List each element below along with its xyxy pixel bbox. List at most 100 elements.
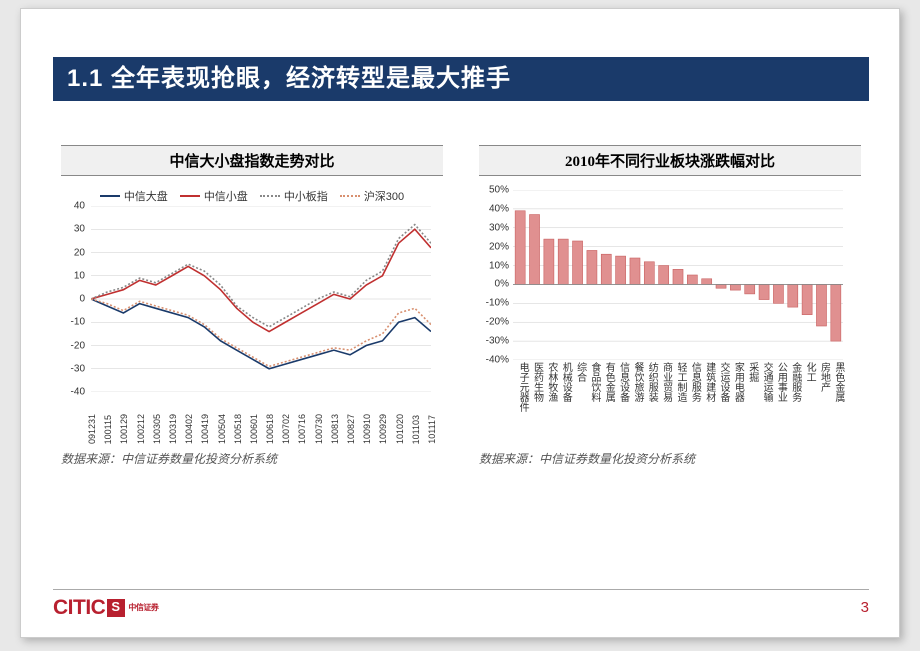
legend-swatch — [100, 195, 120, 197]
x-tick: 商业贸易 — [659, 362, 674, 402]
footer: CITIC 中信证券 3 — [53, 589, 869, 619]
x-tick: 交通运输 — [759, 362, 774, 402]
y-tick: -20 — [71, 340, 85, 351]
logo: CITIC 中信证券 — [53, 596, 158, 620]
legend-label: 中小板指 — [284, 188, 328, 204]
line-chart-area: 中信大盘中信小盘中小板指沪深300 -40-30-20-10010203040 … — [61, 184, 443, 444]
slide-title: 1.1 全年表现抢眼，经济转型是最大推手 — [53, 57, 869, 101]
x-tick: 黑色金属 — [831, 362, 846, 402]
y-tick: -20% — [486, 317, 509, 328]
legend-item: 中信小盘 — [180, 188, 248, 204]
x-tick: 信息服务 — [687, 362, 702, 402]
y-tick: 0 — [79, 294, 85, 305]
legend-swatch — [260, 195, 280, 197]
bar-chart-svg — [513, 190, 843, 360]
x-tick: 医药生物 — [530, 362, 545, 402]
line-chart-svg — [91, 206, 431, 392]
y-tick: -30 — [71, 363, 85, 374]
y-tick: 40 — [74, 201, 85, 212]
y-tick: 40% — [489, 203, 509, 214]
y-tick: 50% — [489, 185, 509, 196]
logo-mark-icon — [107, 599, 125, 617]
y-tick: -40 — [71, 387, 85, 398]
x-tick: 100910 — [362, 414, 372, 444]
x-tick: 100129 — [119, 414, 129, 444]
x-tick: 金融服务 — [788, 362, 803, 402]
x-tick: 101117 — [427, 415, 437, 444]
line-chart: 中信大小盘指数走势对比 中信大盘 中信小盘 中小板指 沪深300 -40 -30 -20 -… — [61, 145, 443, 465]
y-tick: -30% — [486, 336, 509, 347]
legend-item: 沪深300 — [340, 188, 404, 204]
charts-row: 中信大小盘指数走势对比 中信大盘 中信小盘 中小板指 沪深300 -40 -30 -20 -… — [61, 145, 861, 465]
bar-chart-y-axis: -40%-30%-20%-10%0%10%20%30%40%50% — [479, 190, 511, 360]
bar-chart-title: 2010年不同行业板块涨跌幅对比 — [479, 145, 861, 176]
x-tick: 100305 — [152, 414, 162, 444]
x-tick: 100827 — [346, 414, 356, 444]
x-tick: 091231 — [87, 414, 97, 444]
x-tick: 100115 — [103, 415, 113, 444]
y-tick: 30 — [74, 224, 85, 235]
x-tick: 100212 — [136, 414, 146, 444]
y-tick: 10 — [74, 270, 85, 281]
legend-swatch — [340, 195, 360, 197]
x-tick: 农林牧渔 — [544, 362, 559, 402]
y-tick: 0% — [495, 279, 509, 290]
logo-text: CITIC — [53, 596, 105, 620]
line-chart-y-axis: -40-30-20-10010203040 — [61, 206, 87, 392]
x-tick: 100702 — [281, 414, 291, 444]
x-tick: 100518 — [233, 414, 243, 444]
bar-chart-source: 数据来源：中信证券数量化投资分析系统 — [479, 450, 861, 467]
x-tick: 综合 — [573, 362, 588, 382]
legend-label: 中信大盘 — [124, 188, 168, 204]
line-chart-source: 数据来源：中信证券数量化投资分析系统 — [61, 450, 443, 467]
x-tick: 100929 — [378, 414, 388, 444]
x-tick: 化工 — [802, 362, 817, 382]
line-chart-title: 中信大小盘指数走势对比 — [61, 145, 443, 176]
line-chart-x-axis: 0912311001151001291002121003051003191004… — [91, 394, 431, 444]
bar-chart-x-axis: 电子元器件医药生物农林牧渔机械设备综合食品饮料有色金属信息设备餐饮旅游纺织服装商… — [513, 362, 843, 444]
x-tick: 采掘 — [745, 362, 760, 382]
x-tick: 100419 — [200, 414, 210, 444]
x-tick: 信息设备 — [616, 362, 631, 402]
x-tick: 100730 — [314, 414, 324, 444]
legend-label: 中信小盘 — [204, 188, 248, 204]
x-tick: 100618 — [265, 414, 275, 444]
x-tick: 公用事业 — [773, 362, 788, 402]
x-tick: 机械设备 — [558, 362, 573, 402]
slide: 1.1 全年表现抢眼，经济转型是最大推手 中信大小盘指数走势对比 中信大盘 中信小… — [20, 8, 900, 638]
y-tick: 20 — [74, 247, 85, 258]
x-tick: 餐饮旅游 — [630, 362, 645, 402]
y-tick: 10% — [489, 260, 509, 271]
x-tick: 电子元器件 — [515, 362, 530, 412]
x-tick: 100319 — [168, 414, 178, 444]
x-tick: 房地产 — [816, 362, 831, 392]
x-tick: 有色金属 — [601, 362, 616, 402]
x-tick: 建筑建材 — [702, 362, 717, 402]
y-tick: -10 — [71, 317, 85, 328]
bar-chart: 2010年不同行业板块涨跌幅对比 -40% -30% -20% -10% 0% 10% 20… — [479, 145, 861, 465]
y-tick: 20% — [489, 241, 509, 252]
y-tick: -10% — [486, 298, 509, 309]
y-tick: -40% — [486, 355, 509, 366]
x-tick: 交运设备 — [716, 362, 731, 402]
bar-chart-area: -40% -30% -20% -10% 0% 10% 20% 30% 40% 50% 电子元器件医… — [479, 184, 861, 444]
legend-item: 中信大盘 — [100, 188, 168, 204]
x-tick: 101103 — [411, 415, 421, 444]
legend-label: 沪深300 — [364, 188, 404, 204]
x-tick: 100601 — [249, 414, 259, 444]
x-tick: 纺织服装 — [644, 362, 659, 402]
x-tick: 家用电器 — [730, 362, 745, 402]
x-tick: 食品饮料 — [587, 362, 602, 402]
line-chart-legend: 中信大盘 中信小盘 中小板指 沪深300 — [61, 184, 443, 206]
legend-swatch — [180, 195, 200, 197]
y-tick: 30% — [489, 222, 509, 233]
x-tick: 轻工制造 — [673, 362, 688, 402]
logo-cn: 中信证券 — [128, 604, 158, 612]
x-tick: 100813 — [330, 414, 340, 444]
page-number: 3 — [861, 599, 869, 616]
x-tick: 100716 — [297, 414, 307, 444]
x-tick: 100402 — [184, 414, 194, 444]
legend-item: 中小板指 — [260, 188, 328, 204]
x-tick: 101020 — [395, 414, 405, 444]
x-tick: 100504 — [217, 414, 227, 444]
